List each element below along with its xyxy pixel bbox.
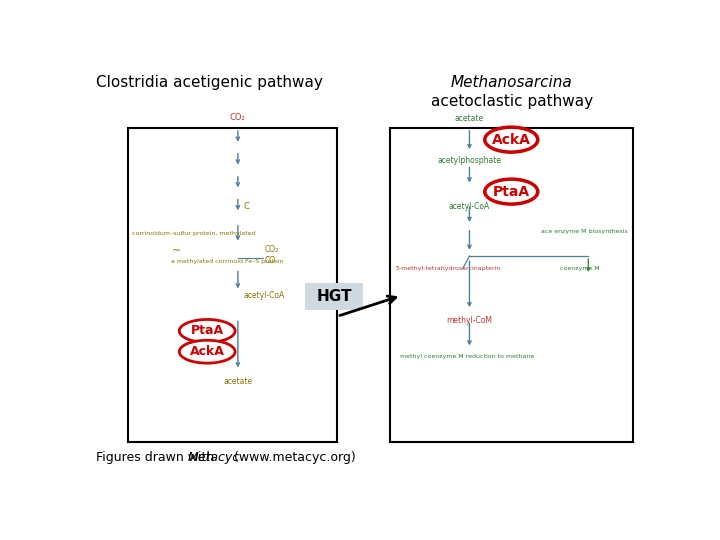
Text: AckA: AckA	[492, 133, 531, 147]
FancyBboxPatch shape	[305, 283, 364, 310]
Ellipse shape	[485, 127, 538, 152]
Text: ace enzyme M biosynthesis: ace enzyme M biosynthesis	[541, 228, 627, 234]
FancyBboxPatch shape	[128, 129, 337, 442]
Text: acetyl-CoA: acetyl-CoA	[243, 291, 284, 300]
Text: Metacyc: Metacyc	[188, 451, 240, 464]
Text: CO₂: CO₂	[265, 245, 279, 254]
Text: acetate: acetate	[223, 377, 253, 387]
Text: acetylphosphate: acetylphosphate	[438, 156, 501, 165]
Ellipse shape	[179, 340, 235, 363]
Text: PtaA: PtaA	[492, 185, 530, 199]
Ellipse shape	[179, 320, 235, 342]
Text: a methylated corrinoid Fe–S protein: a methylated corrinoid Fe–S protein	[171, 259, 284, 264]
Text: methyl-CoM: methyl-CoM	[446, 316, 492, 326]
Text: HGT: HGT	[316, 289, 352, 304]
Text: (www.metacyc.org): (www.metacyc.org)	[230, 451, 355, 464]
Text: coenzyme M: coenzyme M	[560, 266, 600, 271]
Text: 5-methyl-tetrahydrosarcinapterin: 5-methyl-tetrahydrosarcinapterin	[396, 266, 501, 271]
Text: ~: ~	[172, 246, 181, 255]
FancyBboxPatch shape	[390, 129, 633, 442]
Text: PtaA: PtaA	[191, 325, 224, 338]
Text: methyl coenzyme M reduction to methane: methyl coenzyme M reduction to methane	[400, 354, 534, 359]
Text: CO₂: CO₂	[230, 113, 246, 122]
Text: CO: CO	[265, 256, 276, 265]
Text: Figures drawn with: Figures drawn with	[96, 451, 218, 464]
Ellipse shape	[485, 179, 538, 204]
Text: acetate: acetate	[455, 114, 484, 123]
Text: C: C	[243, 201, 249, 211]
Text: corrinoidum–sulfur protein, methylated: corrinoidum–sulfur protein, methylated	[132, 231, 256, 235]
Text: Methanosarcina: Methanosarcina	[451, 75, 572, 90]
Text: Clostridia acetigenic pathway: Clostridia acetigenic pathway	[96, 75, 323, 90]
Text: acetyl-CoA: acetyl-CoA	[449, 202, 490, 211]
Text: AckA: AckA	[190, 345, 225, 358]
Text: acetoclastic pathway: acetoclastic pathway	[431, 94, 593, 109]
